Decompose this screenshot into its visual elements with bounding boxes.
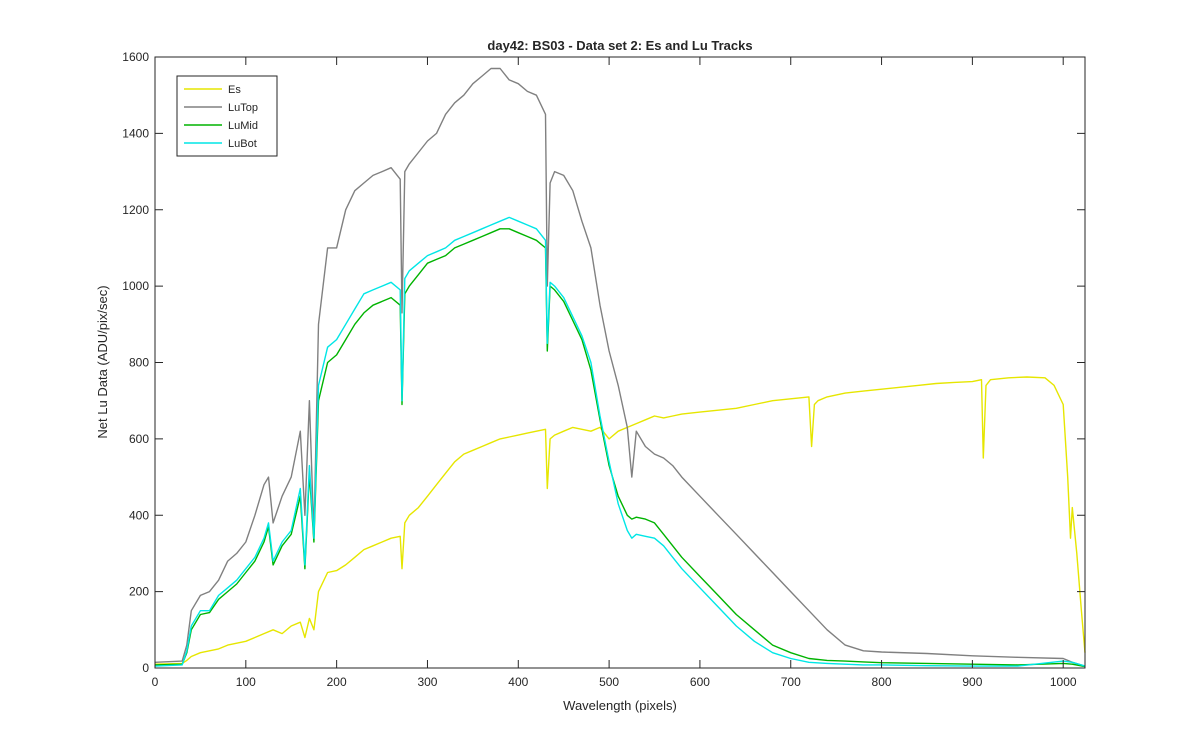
y-tick-label: 600: [129, 432, 149, 446]
x-axis-label: Wavelength (pixels): [563, 698, 677, 713]
y-tick-label: 400: [129, 508, 149, 522]
y-tick-label: 1200: [122, 203, 149, 217]
x-tick-label: 500: [599, 675, 619, 689]
y-tick-label: 1600: [122, 50, 149, 64]
y-tick-label: 1400: [122, 126, 149, 140]
x-tick-label: 400: [508, 675, 528, 689]
y-tick-label: 1000: [122, 279, 149, 293]
x-tick-label: 800: [872, 675, 892, 689]
legend-label-lutop: LuTop: [228, 102, 258, 114]
plot-frame: [154, 56, 1086, 669]
y-tick-label: 200: [129, 585, 149, 599]
legend-box: [176, 75, 278, 157]
x-tick-label: 600: [690, 675, 710, 689]
x-tick-label: 700: [781, 675, 801, 689]
x-tick-label: 900: [962, 675, 982, 689]
legend-label-lubot: LuBot: [228, 138, 257, 150]
y-tick-label: 800: [129, 356, 149, 370]
x-tick-label: 300: [417, 675, 437, 689]
series-line-lubot: [154, 216, 1086, 667]
legend: Es LuTop LuMid LuBot: [176, 75, 278, 157]
x-tick-label: 200: [327, 675, 347, 689]
series-line-lutop: [154, 67, 1086, 667]
x-tick-label: 100: [236, 675, 256, 689]
series-line-es: [154, 376, 1086, 665]
ticks-layer: 0 100 200 300 400 500 600 700 800 900 1000 0 200 400 6…: [122, 50, 1085, 689]
x-tick-label: 1000: [1050, 675, 1077, 689]
series-line-lumid: [154, 228, 1086, 668]
chart-title: day42: BS03 - Data set 2: Es and Lu Trac…: [487, 38, 752, 53]
series-layer: [154, 67, 1086, 668]
legend-label-lumid: LuMid: [228, 120, 258, 132]
x-tick-label: 0: [152, 675, 159, 689]
legend-label-es: Es: [228, 84, 241, 96]
y-tick-label: 0: [142, 661, 149, 675]
y-axis-label: Net Lu Data (ADU/pix/sec): [95, 285, 110, 438]
